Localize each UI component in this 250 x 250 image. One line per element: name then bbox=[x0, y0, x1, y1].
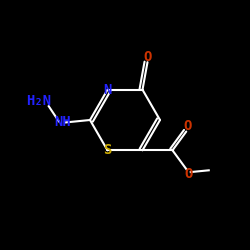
Text: H₂N: H₂N bbox=[26, 94, 51, 108]
Text: NH: NH bbox=[54, 116, 71, 130]
Text: O: O bbox=[184, 167, 192, 181]
Text: S: S bbox=[103, 143, 112, 157]
Text: O: O bbox=[143, 50, 152, 64]
Text: N: N bbox=[103, 83, 112, 97]
Text: O: O bbox=[183, 119, 192, 133]
